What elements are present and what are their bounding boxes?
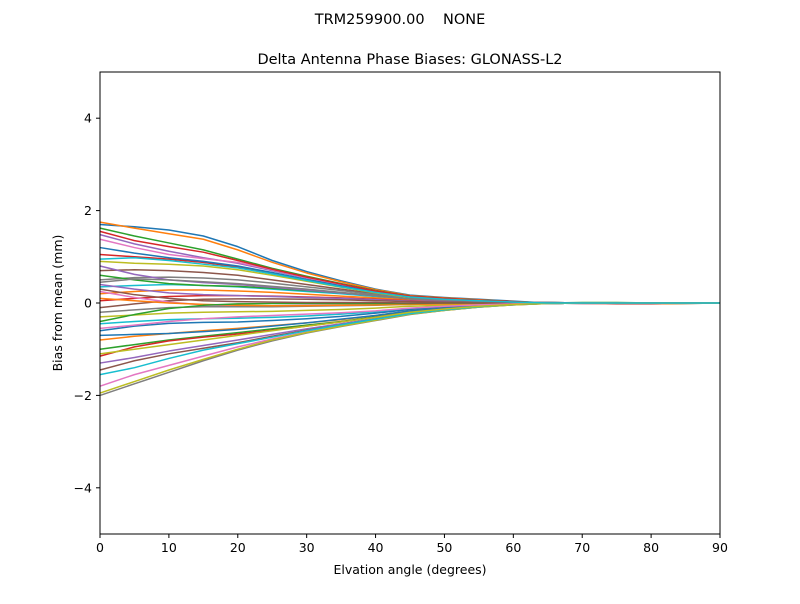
x-tick-label: 70 (574, 540, 590, 555)
y-tick-label: −4 (74, 480, 92, 495)
x-tick-label: 10 (161, 540, 177, 555)
x-tick-label: 50 (436, 540, 452, 555)
y-tick-label: 4 (84, 111, 92, 126)
x-tick-label: 60 (505, 540, 521, 555)
y-tick-label: −2 (74, 388, 92, 403)
x-tick-label: 20 (230, 540, 246, 555)
x-tick-label: 30 (299, 540, 315, 555)
y-tick-label: 2 (84, 203, 92, 218)
x-tick-label: 0 (96, 540, 104, 555)
y-axis-label: Bias from mean (mm) (50, 235, 65, 372)
y-axis-ticks: −4 −2 0 2 4 (74, 111, 100, 495)
x-tick-label: 80 (643, 540, 659, 555)
x-axis-ticks: 0 10 20 30 40 50 60 70 80 90 (96, 534, 728, 555)
figure-suptitle: TRM259900.00 NONE (314, 12, 486, 28)
series-lines (99, 221, 721, 397)
x-tick-label: 90 (712, 540, 728, 555)
x-axis-label: Elvation angle (degrees) (333, 562, 486, 577)
y-tick-label: 0 (84, 296, 92, 311)
x-tick-label: 40 (368, 540, 384, 555)
series-line (99, 256, 720, 304)
chart-title: Delta Antenna Phase Biases: GLONASS-L2 (257, 52, 562, 68)
